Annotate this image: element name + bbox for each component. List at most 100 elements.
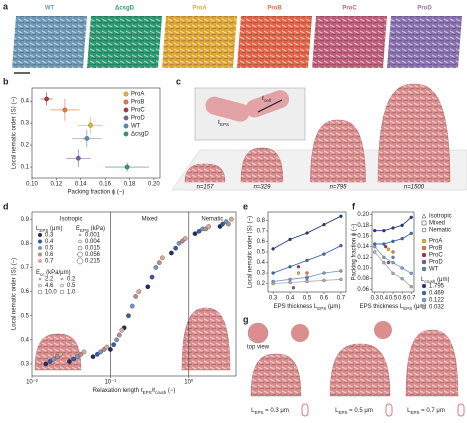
strain-label: ProB bbox=[267, 6, 282, 12]
data-point bbox=[136, 289, 142, 294]
data-point bbox=[322, 278, 326, 283]
y-tick-label: 0.1 bbox=[21, 165, 30, 171]
x-tick-label: 0.20 bbox=[148, 182, 160, 188]
x-tick-label: 0.14 bbox=[75, 182, 87, 188]
legend-marker bbox=[421, 227, 427, 233]
legend-title-part: E bbox=[76, 226, 80, 232]
y-tick-label: 0.8 bbox=[21, 241, 30, 247]
data-point bbox=[305, 279, 309, 284]
x-axis-label-part: (μm) bbox=[326, 304, 340, 310]
x-axis-label: Relaxation length ℓEPS/ℓcrush (−) bbox=[93, 387, 176, 395]
legend-marker bbox=[38, 277, 42, 281]
y-tick-label: 0.2 bbox=[21, 143, 30, 149]
y-tick-label: 0.3 bbox=[21, 362, 30, 368]
data-point bbox=[116, 332, 122, 338]
data-point bbox=[322, 222, 326, 227]
data-point bbox=[81, 349, 87, 355]
data-point bbox=[322, 271, 326, 275]
data-point bbox=[176, 241, 182, 246]
count-label: n=329 bbox=[254, 185, 272, 191]
plot-frame bbox=[31, 87, 161, 179]
capsule-icon bbox=[457, 403, 465, 417]
biofilm-texture bbox=[87, 16, 162, 68]
top-view bbox=[247, 322, 269, 344]
legend-title: Lcrush (μm) bbox=[421, 277, 449, 284]
legend-label: 0.015 bbox=[85, 246, 101, 252]
strain-label: ΔcsgD bbox=[115, 6, 135, 12]
legend-marker bbox=[123, 99, 129, 105]
x-tick-label: 10⁰ bbox=[184, 379, 194, 386]
legend-label: 0.6 bbox=[45, 252, 54, 258]
biofilm-texture bbox=[387, 16, 462, 68]
panel-letter: e bbox=[243, 201, 248, 211]
legend-marker bbox=[421, 213, 427, 219]
g-label-part: L bbox=[251, 408, 255, 414]
g-label: LEPS = 0.7 μm bbox=[407, 408, 445, 415]
data-point bbox=[339, 214, 343, 218]
capsule-icon bbox=[385, 403, 393, 417]
data-point bbox=[47, 359, 53, 364]
cell-b bbox=[245, 90, 290, 118]
legend-title-part: L bbox=[36, 226, 40, 232]
legend-marker bbox=[38, 233, 42, 237]
x-tick-label: 0.3 bbox=[371, 296, 380, 302]
legend-label: ProC bbox=[429, 253, 443, 259]
x-tick-label: 0.3 bbox=[269, 296, 278, 302]
y-tick-label: 0.12 bbox=[357, 255, 369, 261]
inset-label-part: cell bbox=[264, 98, 271, 103]
x-tick-label: 10⁻² bbox=[26, 380, 38, 386]
data-point bbox=[296, 265, 301, 269]
legend-marker bbox=[421, 238, 427, 244]
data-point bbox=[391, 261, 395, 265]
legend-label: ProA bbox=[131, 92, 144, 98]
legend-marker bbox=[38, 252, 42, 257]
y-axis-label: Local nematic order ⟨S⟩ (−) bbox=[11, 97, 18, 169]
biofilm-texture bbox=[378, 84, 450, 182]
capsule-icon bbox=[301, 403, 309, 417]
y-tick-label: 0.10 bbox=[357, 266, 369, 272]
data-point bbox=[373, 250, 377, 254]
legend-title-part: (kPa/μm) bbox=[45, 270, 71, 276]
strain-label: ProD bbox=[417, 6, 432, 12]
x-tick-label: 0.10 bbox=[26, 182, 38, 188]
data-point bbox=[98, 349, 103, 355]
data-point bbox=[90, 354, 96, 360]
legend-label: 0.3 bbox=[45, 233, 54, 239]
legend-marker bbox=[38, 259, 42, 263]
legend-label: ProD bbox=[131, 116, 145, 122]
biofilm-texture bbox=[251, 354, 301, 396]
data-point bbox=[149, 274, 155, 280]
x-tick-label: 0.5 bbox=[303, 296, 312, 302]
legend-marker bbox=[421, 245, 427, 251]
y-tick-label: 0.18 bbox=[357, 223, 369, 229]
data-point bbox=[339, 277, 343, 282]
y-tick-label: 0.9 bbox=[21, 217, 30, 223]
data-point bbox=[54, 354, 60, 360]
data-point bbox=[196, 228, 202, 234]
data-point bbox=[373, 229, 377, 233]
data-point bbox=[75, 354, 80, 360]
data-point bbox=[75, 155, 81, 161]
data-point bbox=[156, 260, 162, 265]
legend-label: ProA bbox=[429, 239, 442, 245]
y-axis-label: Local nematic order ⟨S⟩ (−) bbox=[247, 216, 254, 288]
legend-label: WT bbox=[429, 267, 439, 273]
count-label: n=157 bbox=[197, 185, 215, 191]
legend-label: 0.469 bbox=[429, 291, 445, 297]
legend-title-part: (μm) bbox=[435, 277, 449, 283]
legend-marker bbox=[38, 246, 42, 250]
legend-label: 0.004 bbox=[85, 239, 101, 245]
x-axis-label-part: (−) bbox=[166, 388, 175, 394]
legend-label: 0.7 bbox=[45, 259, 54, 265]
inset-label-part: EPS bbox=[220, 122, 229, 127]
legend-title: EEPS (kPa) bbox=[76, 226, 105, 233]
panel-letter: d bbox=[3, 201, 9, 211]
legend-marker bbox=[77, 251, 83, 258]
biofilm-texture bbox=[185, 164, 225, 182]
y-tick-label: 0.7 bbox=[257, 229, 266, 235]
x-tick-label: 0.4 bbox=[380, 296, 389, 302]
panel-letter: g bbox=[243, 314, 249, 324]
data-point bbox=[271, 247, 275, 251]
legend-label: Isotropic bbox=[429, 214, 452, 220]
